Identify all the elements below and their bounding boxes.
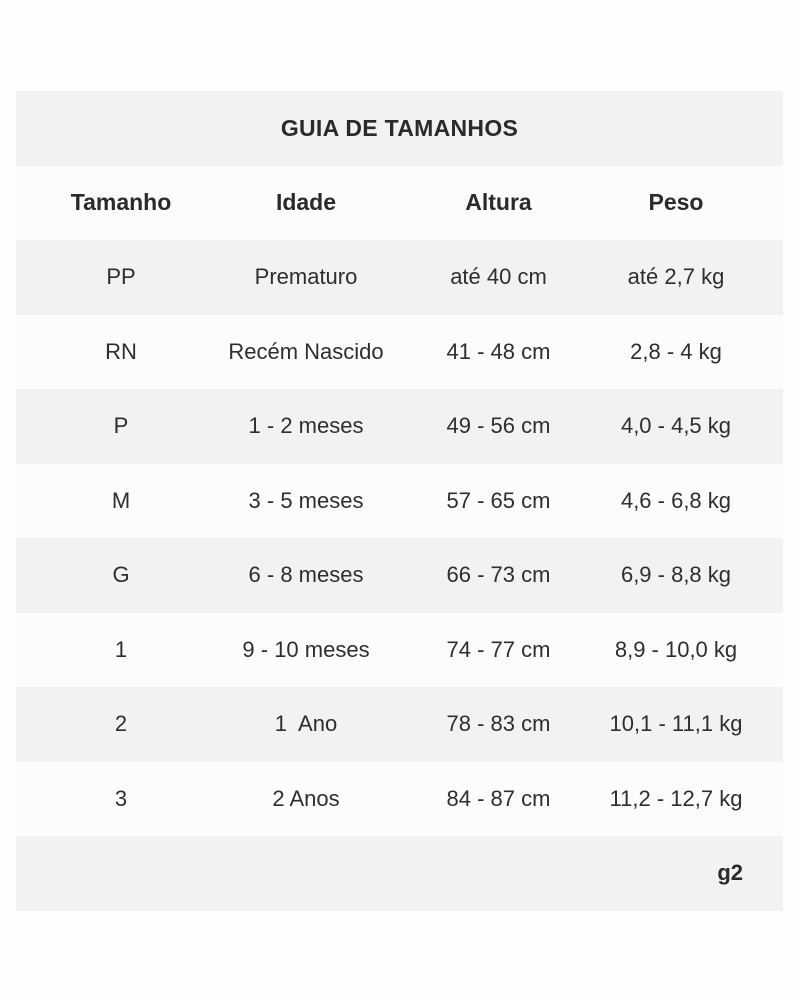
size-cell: G <box>112 562 130 588</box>
age-cell: 9 - 10 meses <box>242 636 370 662</box>
table-row: PP Prematuro até 40 cm até 2,7 kg <box>16 240 783 315</box>
weight-cell: 2,8 - 4 kg <box>630 338 722 364</box>
height-cell: 74 - 77 cm <box>446 636 551 662</box>
age-cell: 2 Anos <box>272 785 340 811</box>
height-cell: 57 - 65 cm <box>446 487 551 513</box>
header-weight: Peso <box>648 189 704 216</box>
size-cell: M <box>111 487 131 513</box>
table-row: 3 2 Anos 84 - 87 cm 11,2 - 12,7 kg <box>16 761 783 836</box>
weight-cell: 10,1 - 11,1 kg <box>609 711 743 737</box>
age-cell: 1 Ano <box>274 711 338 737</box>
weight-cell: até 2,7 kg <box>627 264 725 290</box>
table-row: RN Recém Nascido 41 - 48 cm 2,8 - 4 kg <box>16 314 783 389</box>
size-cell: PP <box>106 264 136 290</box>
table-header-row: Tamanho Idade Altura Peso <box>16 165 783 240</box>
table-row: P 1 - 2 meses 49 - 56 cm 4,0 - 4,5 kg <box>16 389 783 464</box>
weight-cell: 6,9 - 8,8 kg <box>620 562 732 588</box>
height-cell: 41 - 48 cm <box>446 338 551 364</box>
size-cell: RN <box>105 338 137 364</box>
header-age: Idade <box>275 189 337 216</box>
size-cell: 1 <box>114 636 128 662</box>
age-cell: 6 - 8 meses <box>248 562 364 588</box>
table-row: 1 9 - 10 meses 74 - 77 cm 8,9 - 10,0 kg <box>16 612 783 687</box>
weight-cell: 8,9 - 10,0 kg <box>614 636 738 662</box>
size-cell: P <box>113 413 129 439</box>
brand-mark: g2 <box>717 860 743 886</box>
size-cell: 3 <box>114 785 128 811</box>
table-footer-row: g2 <box>16 836 783 911</box>
age-cell: Recém Nascido <box>228 338 384 364</box>
header-size: Tamanho <box>70 189 172 216</box>
height-cell: 49 - 56 cm <box>446 413 551 439</box>
weight-cell: 11,2 - 12,7 kg <box>609 785 743 811</box>
header-height: Altura <box>465 189 532 216</box>
height-cell: até 40 cm <box>450 264 547 290</box>
weight-cell: 4,6 - 6,8 kg <box>620 487 732 513</box>
table-title-row: GUIA DE TAMANHOS <box>16 91 783 166</box>
size-cell: 2 <box>114 711 128 737</box>
table-row: M 3 - 5 meses 57 - 65 cm 4,6 - 6,8 kg <box>16 463 783 538</box>
table-row: 2 1 Ano 78 - 83 cm 10,1 - 11,1 kg <box>16 687 783 762</box>
weight-cell: 4,0 - 4,5 kg <box>620 413 732 439</box>
age-cell: 1 - 2 meses <box>248 413 364 439</box>
age-cell: Prematuro <box>254 264 358 290</box>
table-title: GUIA DE TAMANHOS <box>280 114 519 141</box>
height-cell: 66 - 73 cm <box>446 562 551 588</box>
table-row: G 6 - 8 meses 66 - 73 cm 6,9 - 8,8 kg <box>16 538 783 613</box>
age-cell: 3 - 5 meses <box>248 487 364 513</box>
size-guide-table: GUIA DE TAMANHOS Tamanho Idade Altura Pe… <box>16 91 783 911</box>
height-cell: 78 - 83 cm <box>446 711 551 737</box>
height-cell: 84 - 87 cm <box>446 785 551 811</box>
